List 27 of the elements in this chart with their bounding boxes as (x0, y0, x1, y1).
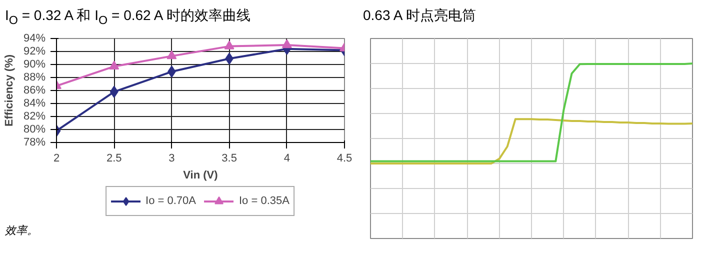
y-tick-label: 90% (23, 58, 46, 70)
y-tick-label: 86% (23, 84, 46, 96)
x-axis-title: Vin (V) (183, 170, 218, 182)
legend-label: Io = 0.35A (239, 195, 290, 207)
point (110, 86, 118, 98)
chart-title: I$_{O}$ = 0.32 A 和 I$_{O}$ = 0.62 A 时的效率曲线 (5, 6, 250, 29)
y-tick-label: 78% (23, 136, 46, 148)
point (109, 60, 120, 70)
x-tick-label: 3.5 (222, 152, 237, 164)
point (166, 50, 177, 60)
point (224, 40, 234, 50)
y-axis-title: Efficiency (%) (3, 54, 16, 127)
x-tick-label: 3 (168, 152, 175, 164)
y-tick-label: 84% (23, 98, 46, 110)
y-tick-label: 88% (23, 72, 46, 84)
y-tick-label: 80% (23, 124, 46, 136)
x-tick-label: 4.5 (336, 152, 352, 164)
y-tick-label: 94% (23, 32, 46, 44)
chart-title: 0.63 A 时点亮电筒 (363, 6, 476, 25)
legend-label: Io = 0.70A (146, 195, 196, 207)
y-tick-label: 82% (23, 110, 46, 122)
x-tick-label: 4 (284, 152, 290, 164)
text: 效率。 (5, 223, 38, 239)
point (282, 39, 292, 48)
x-tick-label: 2 (53, 152, 60, 164)
y-tick-label: 92% (23, 46, 46, 58)
x-tick-label: 2.5 (106, 152, 122, 164)
